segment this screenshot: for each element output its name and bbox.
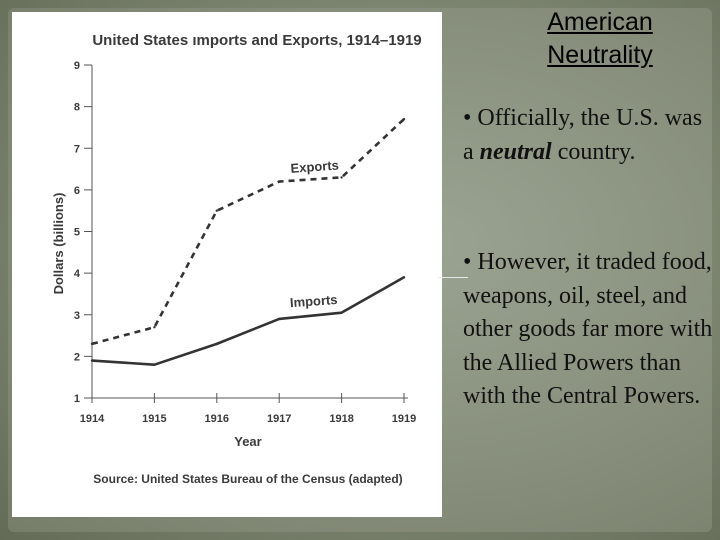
series-line-imports [91,276,405,367]
x-axis-title: Year [234,434,261,449]
y-tick-label-6: 6 [74,185,80,197]
bullet-officially-neutral: • Officially, the U.S. was a neutral cou… [463,102,715,169]
source-note: Source: United States Bureau of the Cens… [93,472,402,486]
point-exports-1914 [90,342,94,346]
point-imports-1918 [340,311,343,314]
point-imports-1917 [278,317,281,321]
x-tick-label-1915: 1915 [142,413,166,425]
x-tick-label-1916: 1916 [205,413,229,425]
bullet1-prefix: • Officially, the U.S. was a [463,105,703,165]
bullet1-suffix: country. [551,138,636,165]
y-tick-label-2: 2 [74,351,80,363]
chart-title: United States ımports and Exports, 1914–… [92,32,422,49]
series-line-exports [91,118,405,346]
point-exports-1916 [215,209,218,212]
point-exports-1919 [402,117,406,121]
y-tick-label-5: 5 [74,227,80,239]
annotation-exports: Exports [290,157,339,175]
y-tick-label-4: 4 [74,268,81,280]
point-imports-1916 [215,342,218,346]
y-tick-label-7: 7 [74,143,80,155]
y-tick-label-9: 9 [74,60,80,72]
y-tick-label-3: 3 [74,310,80,322]
chart-panel: United States ımports and Exports, 1914–… [12,12,442,517]
chart-svg: 1 2 3 4 5 6 7 8 9 1914 1915 1916 1917 1918 1919 Year Dol… [51,60,416,486]
x-tick-label-1917: 1917 [267,413,291,425]
bullet-trade-allied: • However, it traded food, weapons, oil,… [463,249,713,409]
divider-line [438,277,468,278]
x-tick-label-1918: 1918 [329,413,353,425]
point-exports-1917 [278,180,281,183]
bullet1-emphasis: neutral [479,138,552,165]
y-tick-label-8: 8 [74,102,80,114]
point-exports-1915 [153,326,156,329]
slide-title: American Neutrality [547,8,653,69]
x-tick-label-1919: 1919 [392,413,416,425]
point-imports-1914 [90,359,94,362]
point-exports-1918 [340,176,343,179]
annotation-imports: Imports [289,292,338,310]
x-tick-label-1914: 1914 [80,413,105,425]
point-imports-1919 [402,276,406,279]
y-axis-title: Dollars (billions) [51,193,66,295]
point-imports-1915 [153,363,156,366]
y-tick-label-1: 1 [74,393,80,405]
